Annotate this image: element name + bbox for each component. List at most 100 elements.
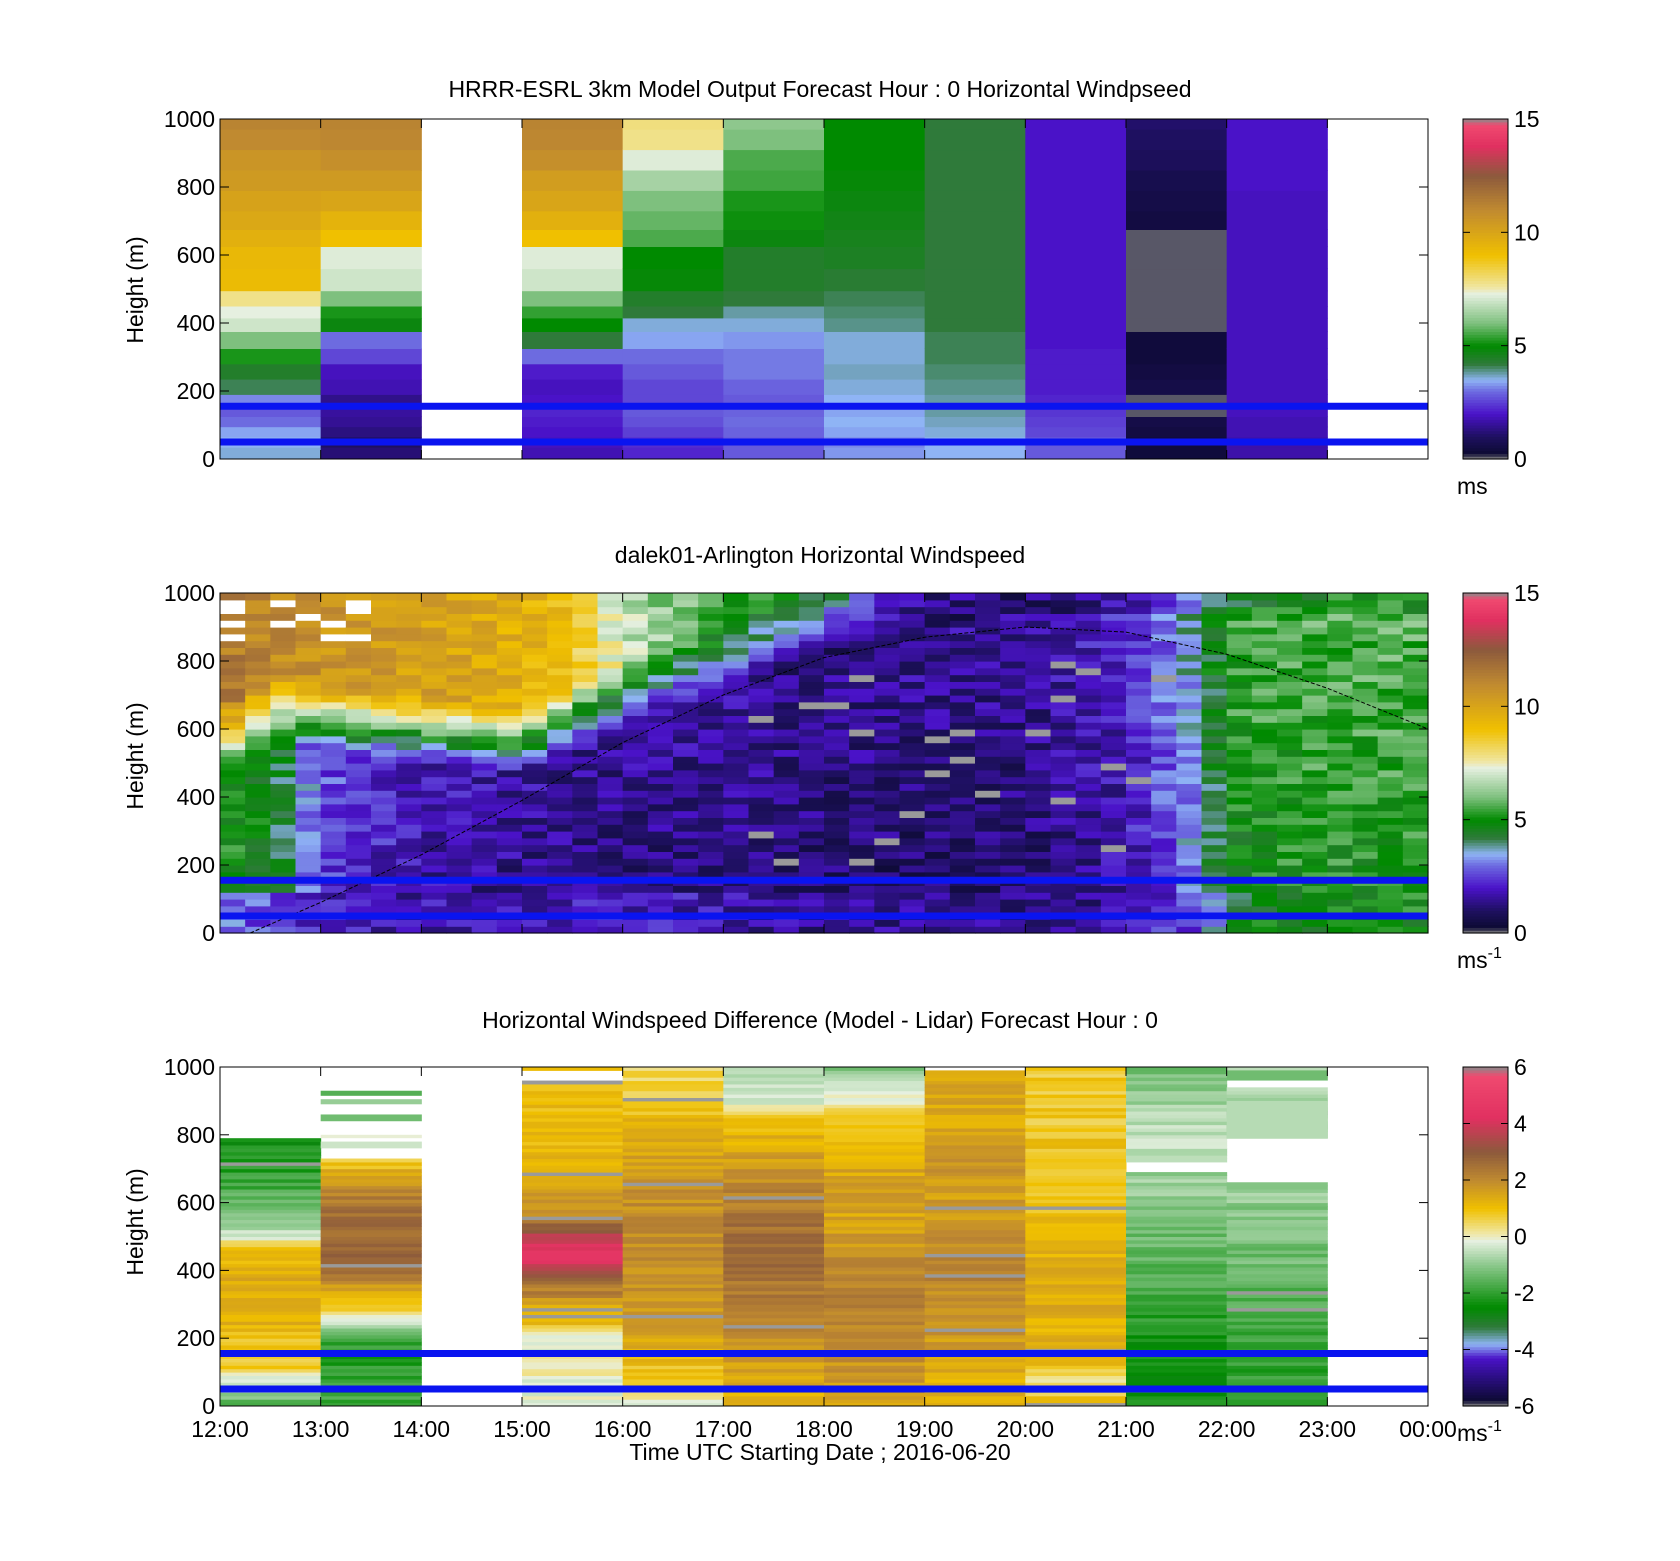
heatmap-cell (345, 803, 372, 812)
heatmap-cell (849, 824, 875, 832)
heatmap-cell (1025, 1195, 1127, 1200)
heatmap-cell (1251, 688, 1278, 696)
heatmap-cell (1226, 1270, 1328, 1275)
heatmap-cell (1377, 735, 1404, 744)
colorbar-segment (1463, 1103, 1508, 1108)
heatmap-cell (1025, 1192, 1127, 1197)
heatmap-cell (245, 701, 271, 710)
heatmap-cell (220, 1175, 322, 1180)
heatmap-cell (1277, 749, 1303, 757)
heatmap-cell (1000, 871, 1026, 880)
heatmap-cell (471, 837, 498, 846)
heatmap-cell (471, 647, 498, 655)
heatmap-cell (622, 1378, 724, 1383)
heatmap-cell (1302, 885, 1328, 893)
heatmap-cell (924, 742, 951, 750)
heatmap-cell (471, 776, 498, 784)
heatmap-cell (371, 844, 397, 852)
heatmap-cell (723, 119, 825, 130)
heatmap-cell (622, 426, 724, 438)
heatmap-cell (1126, 1328, 1228, 1332)
heatmap-cell (1352, 695, 1379, 703)
heatmap-cell (522, 1175, 624, 1180)
heatmap-cell (924, 1338, 1026, 1343)
heatmap-cell (1126, 348, 1228, 365)
heatmap-cell (1402, 892, 1429, 900)
heatmap-cell (421, 817, 448, 825)
heatmap-cell (698, 831, 724, 839)
heatmap-cell (1126, 210, 1228, 230)
heatmap-cell (1126, 899, 1152, 907)
colorbar-segment (1463, 425, 1508, 429)
heatmap-cell (1025, 1250, 1127, 1254)
heatmap-cell (270, 824, 297, 832)
colorbar-segment (1463, 1355, 1508, 1359)
colorbar-segment (1463, 436, 1508, 440)
heatmap-cell (522, 742, 548, 750)
heatmap-cell (723, 1321, 825, 1326)
heatmap-cell (723, 1229, 825, 1234)
heatmap-cell (824, 426, 926, 438)
heatmap-cell (1201, 708, 1228, 716)
heatmap-cell (522, 1236, 624, 1241)
heatmap-cell (1100, 926, 1127, 934)
colorbar-segment (1463, 675, 1508, 679)
colorbar-segment (1463, 257, 1508, 262)
colorbar-segment (1463, 1324, 1508, 1328)
heatmap-cell (924, 756, 951, 764)
heatmap-cell (1402, 831, 1429, 839)
heatmap-cell (320, 1399, 422, 1404)
heatmap-cell (698, 756, 724, 764)
heatmap-cell (1075, 681, 1102, 689)
heatmap-cell (597, 783, 624, 791)
heatmap-cell (220, 1395, 322, 1400)
heatmap-cell (924, 824, 951, 832)
heatmap-cell (320, 858, 347, 866)
heatmap-cell (1000, 817, 1026, 825)
heatmap-cell (1050, 735, 1077, 744)
heatmap-cell (1025, 426, 1127, 438)
heatmap-cell (1126, 1250, 1228, 1254)
heatmap-cell (723, 749, 750, 757)
heatmap-cell (748, 667, 775, 676)
heatmap-cell (522, 1107, 624, 1112)
colorbar-segment (1463, 283, 1508, 287)
colorbar-segment (1463, 859, 1508, 863)
heatmap-cell (1025, 844, 1052, 852)
heatmap-cell (622, 1277, 724, 1282)
heatmap-cell (824, 1314, 926, 1319)
heatmap-cell (622, 1344, 724, 1349)
heatmap-cell (924, 1304, 1026, 1309)
heatmap-cell (949, 735, 976, 744)
heatmap-cell (723, 1151, 825, 1156)
heatmap-cell (522, 190, 624, 212)
heatmap-cell (597, 654, 624, 662)
heatmap-cell (1025, 742, 1052, 750)
heatmap-cell (320, 1236, 422, 1241)
heatmap-cell (572, 865, 599, 873)
heatmap-cell (773, 715, 800, 723)
heatmap-cell (899, 797, 926, 805)
heatmap-cell (1302, 606, 1328, 614)
heatmap-cell (1075, 837, 1102, 846)
heatmap-cell (824, 1246, 926, 1251)
heatmap-cell (522, 1280, 624, 1285)
heatmap-cell (471, 674, 498, 682)
colorbar-segment (1463, 1247, 1508, 1252)
heatmap-cell (673, 803, 699, 812)
heatmap-cell (622, 1158, 724, 1163)
heatmap-cell (1201, 695, 1228, 703)
heatmap-cell (245, 885, 271, 893)
heatmap-cell (1126, 447, 1228, 460)
colorbar-segment (1463, 450, 1508, 454)
heatmap-cell (1377, 803, 1404, 812)
heatmap-cell (1126, 1267, 1228, 1271)
heatmap-cell (698, 769, 724, 778)
heatmap-cell (622, 1280, 724, 1285)
heatmap-cell (824, 1175, 926, 1180)
heatmap-cell (220, 1243, 322, 1248)
heatmap-cell (1352, 606, 1379, 614)
heatmap-cell (622, 149, 724, 171)
heatmap-cell (320, 1358, 422, 1363)
heatmap-cell (572, 654, 599, 662)
